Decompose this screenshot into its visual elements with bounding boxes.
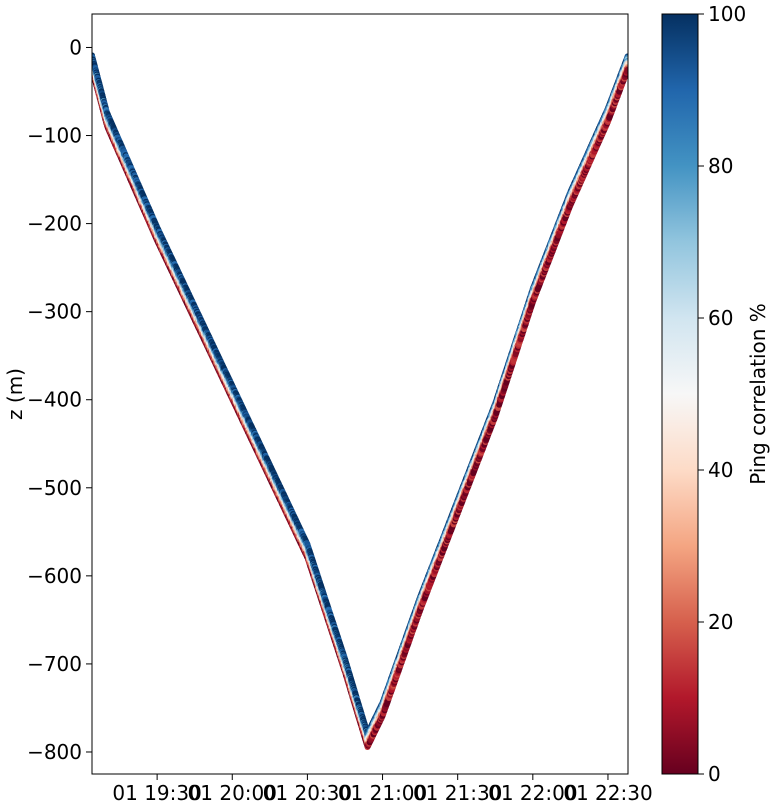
scatter-marks	[92, 52, 628, 750]
